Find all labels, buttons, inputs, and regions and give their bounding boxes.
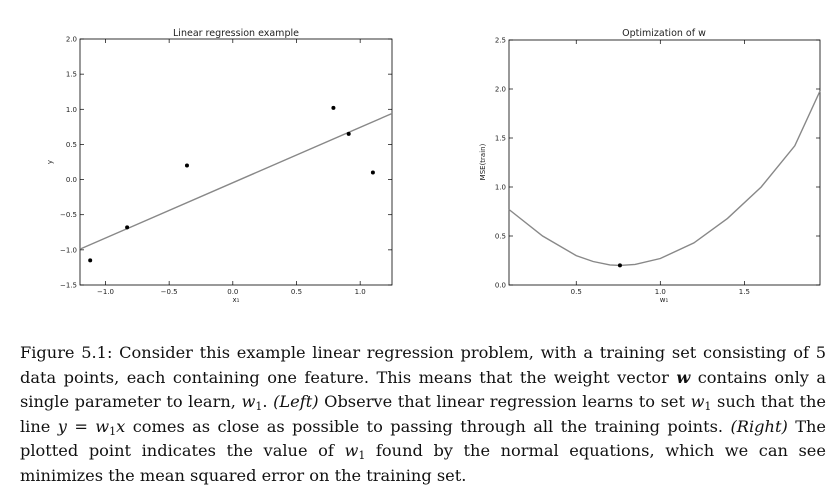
left-plot-xlabel: x₁ — [233, 296, 240, 304]
caption-text-5: such that the line — [20, 392, 826, 436]
p1-xtick-label: −0.5 — [161, 288, 178, 296]
caption-text-6: comes as close as possible to passing th… — [132, 416, 724, 436]
figure: Linear regression example x₁ y −1.0 −0.5 0… — [46, 28, 821, 304]
caption-equation-end: x — [116, 416, 126, 436]
right-plot-marks — [508, 90, 821, 268]
mse-curve — [508, 90, 821, 267]
caption-left-tag: (Left) — [273, 392, 319, 412]
p2-ytick-label: 0.5 — [495, 233, 506, 241]
data-point — [346, 131, 351, 136]
caption-equation: y = w — [57, 416, 110, 436]
caption-w1-sub: 1 — [255, 400, 263, 414]
p2-ytick-label: 1.0 — [495, 184, 506, 192]
caption-right-tag: (Right) — [730, 416, 788, 436]
p2-ytick-label: 2.0 — [495, 86, 506, 94]
p2-ytick-label: 1.5 — [495, 135, 506, 143]
caption-weight-vector: w — [676, 367, 691, 387]
left-plot: Linear regression example x₁ y −1.0 −0.5 0… — [46, 28, 393, 304]
figure-caption: Figure 5.1: Consider this example linear… — [20, 341, 826, 489]
p1-ytick-label: 0.0 — [66, 176, 77, 184]
p1-ytick-label: 1.0 — [66, 106, 77, 114]
right-plot-xticks: 0.5 1.0 1.5 — [571, 40, 750, 296]
p1-ytick-label: 0.5 — [66, 141, 77, 149]
caption-text-7: The plotted point indicates the value of — [20, 416, 826, 461]
data-point — [184, 163, 189, 168]
left-plot-marks — [79, 105, 393, 263]
p1-ytick-label: 1.5 — [66, 71, 77, 79]
caption-w1c: w — [344, 441, 359, 461]
p1-ytick-label: 2.0 — [66, 36, 77, 44]
caption-w1b: w — [690, 392, 705, 412]
regression-line — [79, 112, 393, 250]
caption-text-4: Observe that linear regression learns to… — [324, 392, 685, 412]
p2-xtick-label: 1.0 — [655, 288, 666, 296]
caption-text-3: . — [262, 392, 268, 412]
caption-text-2: contains only a single parameter to lear… — [20, 367, 826, 412]
left-plot-title: Linear regression example — [173, 28, 299, 39]
p1-ytick-label: −0.5 — [60, 211, 77, 219]
left-plot-frame — [79, 38, 393, 286]
data-point — [125, 225, 130, 230]
left-plot-xticks: −1.0 −0.5 0.0 0.5 1.0 — [97, 39, 366, 296]
right-plot-title: Optimization of w — [622, 28, 706, 39]
p2-ytick-label: 0.0 — [495, 282, 506, 290]
data-point — [331, 105, 336, 110]
right-plot-yticks: 0.0 0.5 1.0 1.5 2.0 2.5 — [495, 37, 820, 290]
right-plot-ylabel: MSE(train) — [479, 143, 487, 180]
data-point — [88, 258, 93, 263]
p1-ytick-label: −1.0 — [60, 246, 77, 254]
left-plot-yticks: −1.5 −1.0 −0.5 0.0 0.5 1.0 1.5 2.0 — [60, 36, 392, 290]
p1-xtick-label: 0.5 — [291, 288, 302, 296]
right-plot: Optimization of w w₁ MSE(train) 0.5 1.0 1.… — [479, 28, 821, 304]
p2-ytick-label: 2.5 — [495, 37, 506, 45]
caption-text-1: Consider this example linear regression … — [20, 343, 826, 387]
p2-xtick-label: 0.5 — [571, 288, 582, 296]
right-plot-xlabel: w₁ — [660, 296, 669, 304]
caption-w1c-sub: 1 — [358, 449, 366, 463]
optimum-point — [617, 263, 622, 268]
caption-equation-sub: 1 — [109, 424, 117, 438]
data-point — [370, 170, 375, 175]
caption-w1b-sub: 1 — [704, 400, 712, 414]
p1-xtick-label: −1.0 — [97, 288, 114, 296]
right-plot-frame — [508, 39, 821, 286]
caption-label: Figure 5.1: — [20, 343, 113, 362]
p1-ytick-label: −1.5 — [60, 282, 77, 290]
p2-xtick-label: 1.5 — [739, 288, 750, 296]
left-plot-ylabel: y — [46, 160, 54, 164]
p1-xtick-label: 1.0 — [355, 288, 366, 296]
caption-w1: w — [241, 392, 256, 412]
caption-text-8: found by the normal equations, which we … — [20, 441, 826, 485]
p1-xtick-label: 0.0 — [227, 288, 238, 296]
